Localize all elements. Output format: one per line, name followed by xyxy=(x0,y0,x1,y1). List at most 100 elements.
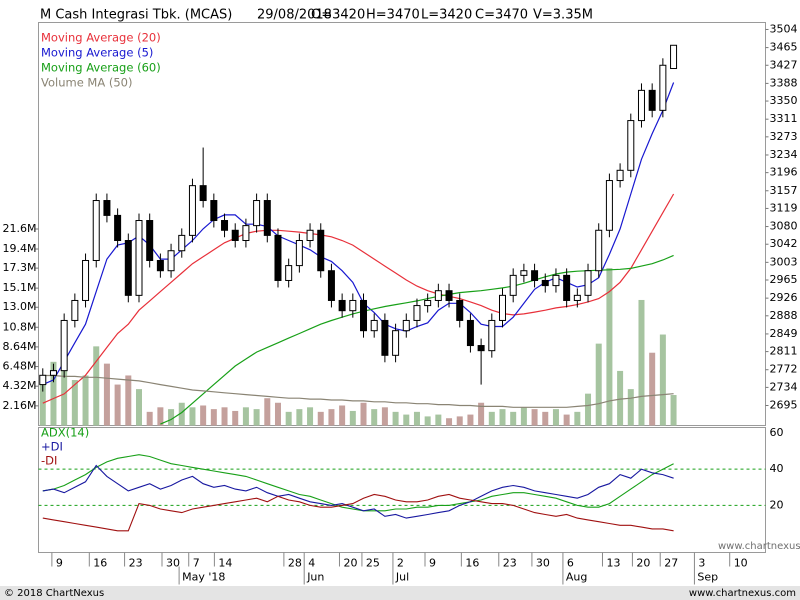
volume-bar xyxy=(339,405,346,426)
candle-body xyxy=(563,274,571,301)
watermark: www.chartnexus.com xyxy=(718,541,800,552)
y2-tick-label: 13.0M xyxy=(3,300,37,313)
volume-bar xyxy=(39,384,46,426)
candle-body xyxy=(488,319,496,352)
header-field: O=3420 xyxy=(311,8,365,23)
legend-entry: Moving Average (60) xyxy=(41,61,161,75)
volume-bar xyxy=(638,299,645,426)
candle-body xyxy=(434,290,442,301)
volume-bar xyxy=(328,409,335,426)
volume-bar xyxy=(103,363,110,426)
candle-body xyxy=(637,89,645,122)
candle-body xyxy=(498,294,506,321)
month-label: Sep xyxy=(697,571,718,584)
candle-body xyxy=(231,229,239,242)
candle-body xyxy=(456,299,464,321)
y-tick-label: 3273 xyxy=(770,130,798,143)
y-tick-label: 2965 xyxy=(770,273,798,286)
y2-tick-label: 8.64M xyxy=(3,340,37,353)
volume-bar xyxy=(71,380,78,426)
candle-body xyxy=(199,185,207,202)
legend-entry: ADX(14) xyxy=(41,426,89,440)
ma-line xyxy=(42,193,675,404)
candle-body xyxy=(466,319,474,347)
candle-body xyxy=(306,229,314,242)
volume-bar xyxy=(200,405,207,426)
candle-body xyxy=(392,330,400,356)
volume-bar xyxy=(552,409,559,426)
volume-bar xyxy=(435,414,442,426)
volume-bar xyxy=(168,409,175,426)
candle-body xyxy=(648,89,656,111)
candle-body xyxy=(659,64,667,111)
y-tick-label: 2926 xyxy=(770,291,798,304)
volume-bar xyxy=(82,375,89,426)
candle-body xyxy=(49,370,57,376)
y-tick-label: 3465 xyxy=(770,41,798,54)
candle-body xyxy=(82,259,90,301)
header-field: L=3420 xyxy=(421,8,472,23)
legend-entry: Moving Average (20) xyxy=(41,31,161,45)
candle-body xyxy=(670,44,678,70)
candle-body xyxy=(274,234,282,281)
candle-body xyxy=(210,200,218,222)
candle-body xyxy=(39,374,47,386)
x-tick-label: 25 xyxy=(366,557,380,570)
volume-bar xyxy=(135,389,142,426)
y-tick-label: 3119 xyxy=(770,201,798,214)
y2-tick-label: 15.1M xyxy=(3,281,37,294)
y-tick-label: 3427 xyxy=(770,58,798,71)
candle-body xyxy=(327,270,335,301)
x-tick-label: 30 xyxy=(166,557,180,570)
y2-tick-label: 17.3M xyxy=(3,261,37,274)
candle-body xyxy=(124,240,132,296)
x-tick-label: 2 xyxy=(397,557,404,570)
header-field: 29/08/2018 xyxy=(257,8,332,23)
volume-bar xyxy=(488,411,495,426)
volume-bar xyxy=(617,370,624,426)
candle-body xyxy=(103,200,111,216)
x-tick-label: 16 xyxy=(465,557,479,570)
x-tick-label: 23 xyxy=(129,557,143,570)
y-tick-label: 3003 xyxy=(770,255,798,268)
volume-bar xyxy=(424,416,431,426)
candle-body xyxy=(584,270,592,296)
x-tick-label: 20 xyxy=(343,557,357,570)
candle-body xyxy=(552,274,560,287)
header-field: C=3470 xyxy=(475,8,528,23)
candle-body xyxy=(285,265,293,281)
y-tick-label: 3350 xyxy=(770,94,798,107)
x-tick-label: 6 xyxy=(567,557,574,570)
y-tick-label: 3234 xyxy=(770,148,798,161)
volume-bar xyxy=(467,414,474,426)
y-tick-label: 3196 xyxy=(770,166,798,179)
volume-bar xyxy=(360,402,367,426)
volume-bar xyxy=(125,375,132,426)
volume-bar xyxy=(659,334,666,426)
y-tick-label: 40 xyxy=(770,462,784,475)
x-tick-label: 14 xyxy=(218,557,232,570)
volume-bar xyxy=(317,411,324,426)
candle-body xyxy=(92,200,100,261)
y2-tick-label: 21.6M xyxy=(3,222,37,235)
volume-bar xyxy=(61,370,68,426)
volume-bar xyxy=(50,361,57,426)
volume-bar xyxy=(178,402,185,426)
candle-body xyxy=(424,299,432,307)
y-tick-label: 2849 xyxy=(770,327,798,340)
legend-entry: Volume MA (50) xyxy=(41,76,132,90)
plot-marks: 3504346534273388335033113273323431963157… xyxy=(3,22,798,585)
volume-bar xyxy=(520,407,527,426)
volume-bar xyxy=(446,418,453,426)
x-tick-label: 7 xyxy=(193,557,200,570)
candle-body xyxy=(402,319,410,332)
candle-body xyxy=(114,214,122,242)
candle-body xyxy=(477,345,485,352)
candle-body xyxy=(360,299,368,332)
volume-bar xyxy=(189,407,196,426)
candle-body xyxy=(381,319,389,356)
copyright: © 2018 ChartNexus xyxy=(4,588,104,599)
indicator-line xyxy=(42,464,674,519)
volume-bar xyxy=(478,402,485,426)
candle-body xyxy=(445,290,453,301)
